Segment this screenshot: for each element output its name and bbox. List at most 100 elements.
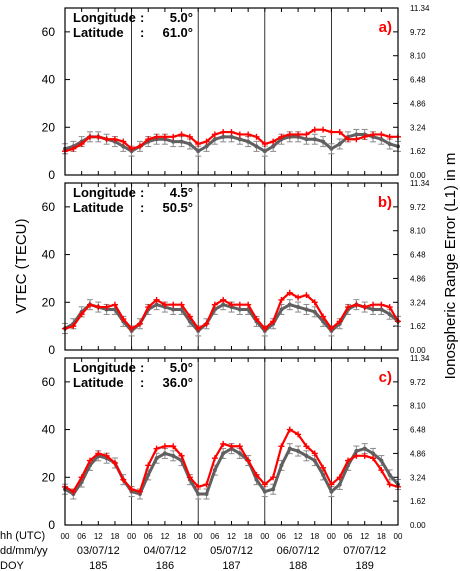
hour-tick-label: 12 bbox=[360, 532, 369, 541]
right-tick-label: 11.34 bbox=[410, 179, 430, 188]
model-point bbox=[254, 477, 259, 482]
panel-3: 0 20 40 60 0.00 1.62 3.24 4.86 6.48 8.10 9.72 11.34… bbox=[42, 354, 430, 532]
model-point bbox=[121, 144, 126, 149]
panel-2: 0 20 40 60 0.00 1.62 3.24 4.86 6.48 8.10 9.72 11.34… bbox=[42, 179, 430, 357]
model-point bbox=[262, 489, 267, 494]
model-point bbox=[287, 446, 292, 451]
model-point bbox=[337, 482, 342, 487]
model-point bbox=[279, 307, 284, 312]
model-point bbox=[271, 487, 276, 492]
panel-frame bbox=[64, 7, 399, 176]
right-tick-label: 9.72 bbox=[410, 28, 426, 37]
right-tick-label: 8.10 bbox=[410, 227, 426, 236]
right-tick-label: 1.62 bbox=[410, 497, 426, 506]
right-tick-label: 6.48 bbox=[410, 76, 426, 85]
longitude-value: 5.0° bbox=[170, 10, 193, 25]
left-tick-label: 40 bbox=[42, 423, 56, 437]
hour-tick-label: 06 bbox=[77, 532, 86, 541]
model-point bbox=[371, 307, 376, 312]
right-tick-label: 0.00 bbox=[410, 521, 426, 530]
longitude-label: Longitude bbox=[73, 360, 136, 375]
coordinate-colon: : bbox=[140, 185, 144, 200]
model-point bbox=[304, 307, 309, 312]
hour-tick-label: 06 bbox=[144, 532, 153, 541]
panels-layer: 0 20 40 60 0.00 1.62 3.24 4.86 6.48 8.10 9.72 11.34… bbox=[42, 4, 430, 532]
model-point bbox=[387, 472, 392, 477]
hour-tick-label: 12 bbox=[294, 532, 303, 541]
right-tick-label: 11.34 bbox=[410, 4, 430, 13]
model-point bbox=[371, 451, 376, 456]
model-point bbox=[321, 319, 326, 324]
model-point bbox=[221, 451, 226, 456]
date-label: 06/07/12 bbox=[277, 545, 320, 557]
left-tick-label: 20 bbox=[42, 470, 56, 484]
right-tick-label: 6.48 bbox=[410, 426, 426, 435]
model-point bbox=[296, 449, 301, 454]
model-point bbox=[171, 139, 176, 144]
model-point bbox=[221, 302, 226, 307]
model-point bbox=[304, 137, 309, 142]
hour-tick-label: 18 bbox=[110, 532, 119, 541]
right-tick-label: 6.48 bbox=[410, 251, 426, 260]
doy-label: 187 bbox=[222, 560, 240, 571]
panel-1: 0 20 40 60 0.00 1.62 3.24 4.86 6.48 8.10 9.72 11.34… bbox=[42, 4, 430, 182]
right-tick-label: 4.86 bbox=[410, 274, 426, 283]
date-label: 03/07/12 bbox=[77, 545, 120, 557]
model-point bbox=[312, 137, 317, 142]
right-tick-label: 1.62 bbox=[410, 322, 426, 331]
right-tick-label: 0.00 bbox=[410, 171, 426, 180]
latitude-value: 36.0° bbox=[162, 375, 193, 390]
coordinate-colon: : bbox=[140, 360, 144, 375]
model-point bbox=[187, 319, 192, 324]
model-point bbox=[354, 449, 359, 454]
right-tick-label: 9.72 bbox=[410, 378, 426, 387]
model-point bbox=[287, 302, 292, 307]
model-point bbox=[196, 491, 201, 496]
coordinate-colon: : bbox=[140, 200, 144, 215]
left-y-axis-title: VTEC (TECU) bbox=[13, 219, 30, 314]
model-point bbox=[204, 491, 209, 496]
left-tick-label: 20 bbox=[42, 120, 56, 134]
coordinate-colon: : bbox=[140, 375, 144, 390]
model-point bbox=[204, 144, 209, 149]
latitude-label: Latitude bbox=[73, 375, 124, 390]
x-axis-labels: 00 06 12 18 00 06 12 18 00 06 12 18 00 06 12 18 00 06 12 18… bbox=[61, 532, 403, 571]
latitude-value: 61.0° bbox=[162, 25, 193, 40]
latitude-label: Latitude bbox=[73, 200, 124, 215]
panel-frame bbox=[64, 182, 399, 351]
right-tick-label: 4.86 bbox=[410, 99, 426, 108]
model-point bbox=[171, 307, 176, 312]
model-point bbox=[329, 146, 334, 151]
model-point bbox=[321, 139, 326, 144]
hour-tick-label: 00 bbox=[394, 532, 403, 541]
left-tick-label: 20 bbox=[42, 295, 56, 309]
model-point bbox=[212, 468, 217, 473]
hour-tick-label: 00 bbox=[61, 532, 70, 541]
left-tick-label: 60 bbox=[42, 200, 56, 214]
right-y-axis-title: Ionospheric Range Error (L1) in m bbox=[442, 153, 459, 380]
hour-tick-label: 18 bbox=[377, 532, 386, 541]
right-tick-label: 3.24 bbox=[410, 473, 426, 482]
model-point bbox=[171, 453, 176, 458]
latitude-label: Latitude bbox=[73, 25, 124, 40]
model-point bbox=[187, 141, 192, 146]
hour-tick-label: 12 bbox=[160, 532, 169, 541]
doy-label: 188 bbox=[289, 560, 307, 571]
date-label: 04/07/12 bbox=[143, 545, 186, 557]
right-tick-label: 11.34 bbox=[410, 354, 430, 363]
model-point bbox=[321, 472, 326, 477]
longitude-value: 4.5° bbox=[170, 185, 193, 200]
panel-letter: b) bbox=[378, 194, 392, 211]
model-point bbox=[212, 137, 217, 142]
longitude-label: Longitude bbox=[73, 10, 136, 25]
hour-tick-label: 18 bbox=[244, 532, 253, 541]
hour-tick-label: 00 bbox=[327, 532, 336, 541]
right-tick-label: 4.86 bbox=[410, 449, 426, 458]
left-tick-label: 0 bbox=[48, 343, 55, 357]
right-tick-label: 3.24 bbox=[410, 123, 426, 132]
model-point bbox=[179, 307, 184, 312]
model-point bbox=[237, 451, 242, 456]
model-point bbox=[337, 141, 342, 146]
hour-tick-label: 00 bbox=[127, 532, 136, 541]
